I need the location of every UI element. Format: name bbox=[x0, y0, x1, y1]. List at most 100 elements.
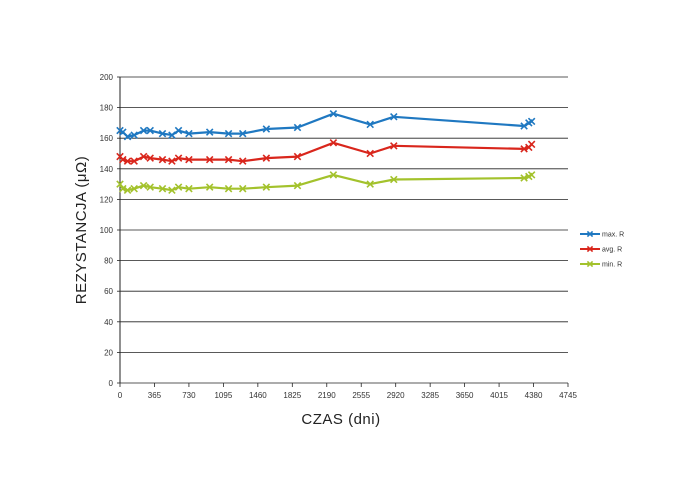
data-point bbox=[139, 181, 148, 190]
series-3 bbox=[116, 171, 536, 194]
data-point bbox=[390, 175, 398, 184]
x-tick-label: 2555 bbox=[352, 391, 370, 400]
series-1 bbox=[116, 109, 536, 141]
data-point bbox=[174, 183, 183, 191]
y-tick-label: 180 bbox=[100, 104, 114, 113]
data-point bbox=[185, 184, 193, 193]
x-tick-label: 4380 bbox=[525, 391, 543, 400]
data-point bbox=[174, 154, 183, 162]
data-point bbox=[224, 155, 233, 164]
data-point bbox=[168, 186, 176, 194]
y-tick-label: 140 bbox=[100, 165, 114, 174]
data-point bbox=[205, 155, 214, 164]
data-point bbox=[146, 154, 154, 162]
data-point bbox=[146, 183, 154, 191]
data-point bbox=[527, 117, 536, 126]
legend-label: avg. R bbox=[602, 247, 622, 254]
data-point bbox=[174, 126, 183, 135]
data-point bbox=[205, 128, 214, 136]
y-tick-label: 40 bbox=[104, 318, 113, 327]
data-point bbox=[224, 129, 233, 138]
legend-label: min. R bbox=[602, 262, 622, 269]
legend-item: avg. R bbox=[580, 245, 622, 254]
data-point bbox=[329, 171, 338, 179]
legend-item: max. R bbox=[580, 230, 624, 239]
series-layer bbox=[116, 109, 536, 194]
data-point bbox=[262, 125, 271, 133]
x-tick-label: 1095 bbox=[214, 391, 232, 400]
y-tick-label: 160 bbox=[100, 134, 114, 143]
legend-label: max. R bbox=[602, 232, 624, 239]
data-point bbox=[366, 120, 374, 129]
data-point bbox=[168, 157, 176, 165]
y-axis-title: REZYSTANCJA (μΩ) bbox=[73, 156, 90, 304]
data-point bbox=[238, 157, 247, 165]
data-point bbox=[123, 157, 132, 165]
legend-marker bbox=[586, 260, 594, 268]
y-tick-label: 0 bbox=[109, 379, 114, 388]
data-point bbox=[390, 113, 398, 121]
legend-marker bbox=[586, 245, 594, 253]
x-tick-label: 2190 bbox=[318, 391, 336, 400]
x-tick-label: 4015 bbox=[490, 391, 508, 400]
data-point bbox=[224, 184, 233, 193]
series-2 bbox=[116, 139, 536, 165]
data-point bbox=[158, 184, 167, 193]
data-point bbox=[146, 126, 154, 135]
data-point bbox=[158, 129, 167, 138]
data-point bbox=[185, 155, 193, 164]
data-point bbox=[329, 109, 338, 118]
data-point bbox=[238, 184, 247, 193]
x-tick-label: 3285 bbox=[421, 391, 439, 400]
axes bbox=[117, 76, 569, 387]
legend-marker bbox=[586, 230, 594, 238]
x-tick-label: 730 bbox=[182, 391, 196, 400]
y-tick-label: 120 bbox=[100, 195, 114, 204]
data-point bbox=[130, 184, 138, 193]
x-tick-label: 3650 bbox=[456, 391, 474, 400]
y-tick-label: 20 bbox=[104, 348, 113, 357]
gridlines bbox=[120, 76, 568, 384]
data-point bbox=[390, 142, 398, 150]
data-point bbox=[123, 132, 132, 141]
data-point bbox=[139, 152, 148, 161]
data-point bbox=[293, 152, 302, 161]
x-tick-label: 2920 bbox=[387, 391, 405, 400]
data-point bbox=[158, 155, 167, 164]
y-tick-label: 200 bbox=[100, 73, 114, 82]
data-point bbox=[123, 186, 132, 194]
x-tick-label: 365 bbox=[148, 391, 162, 400]
data-point bbox=[262, 183, 271, 191]
legend-item: min. R bbox=[580, 260, 622, 269]
data-point bbox=[366, 180, 374, 188]
data-point bbox=[329, 139, 338, 147]
data-point bbox=[520, 122, 528, 130]
x-tick-label: 1825 bbox=[283, 391, 301, 400]
data-point bbox=[168, 131, 176, 139]
data-point bbox=[130, 157, 138, 165]
x-tick-label: 1460 bbox=[249, 391, 267, 400]
series-line bbox=[119, 141, 533, 163]
y-tick-label: 100 bbox=[100, 226, 114, 235]
data-point bbox=[185, 129, 193, 138]
data-point bbox=[527, 171, 536, 179]
legend: max. R avg. R min. R bbox=[580, 230, 624, 269]
data-point bbox=[262, 154, 271, 162]
data-point bbox=[527, 140, 536, 149]
x-axis-title: CZAS (dni) bbox=[301, 411, 380, 428]
data-point bbox=[116, 180, 124, 188]
data-point bbox=[205, 183, 214, 191]
data-point bbox=[293, 123, 302, 132]
x-tick-labels: 0 365 730 1095 1460 1825 2190 2555 2920 3285 3650 4… bbox=[118, 391, 578, 400]
series-line bbox=[119, 173, 533, 192]
y-tick-label: 60 bbox=[104, 287, 113, 296]
y-tick-labels: 0 20 40 60 80 100 120 140 160 180 200 bbox=[100, 73, 114, 388]
data-point bbox=[130, 131, 138, 139]
data-point bbox=[293, 181, 302, 190]
x-tick-label: 0 bbox=[118, 391, 123, 400]
x-tick-label: 4745 bbox=[559, 391, 577, 400]
data-point bbox=[139, 126, 148, 135]
data-point bbox=[366, 149, 374, 158]
data-point bbox=[238, 129, 247, 138]
